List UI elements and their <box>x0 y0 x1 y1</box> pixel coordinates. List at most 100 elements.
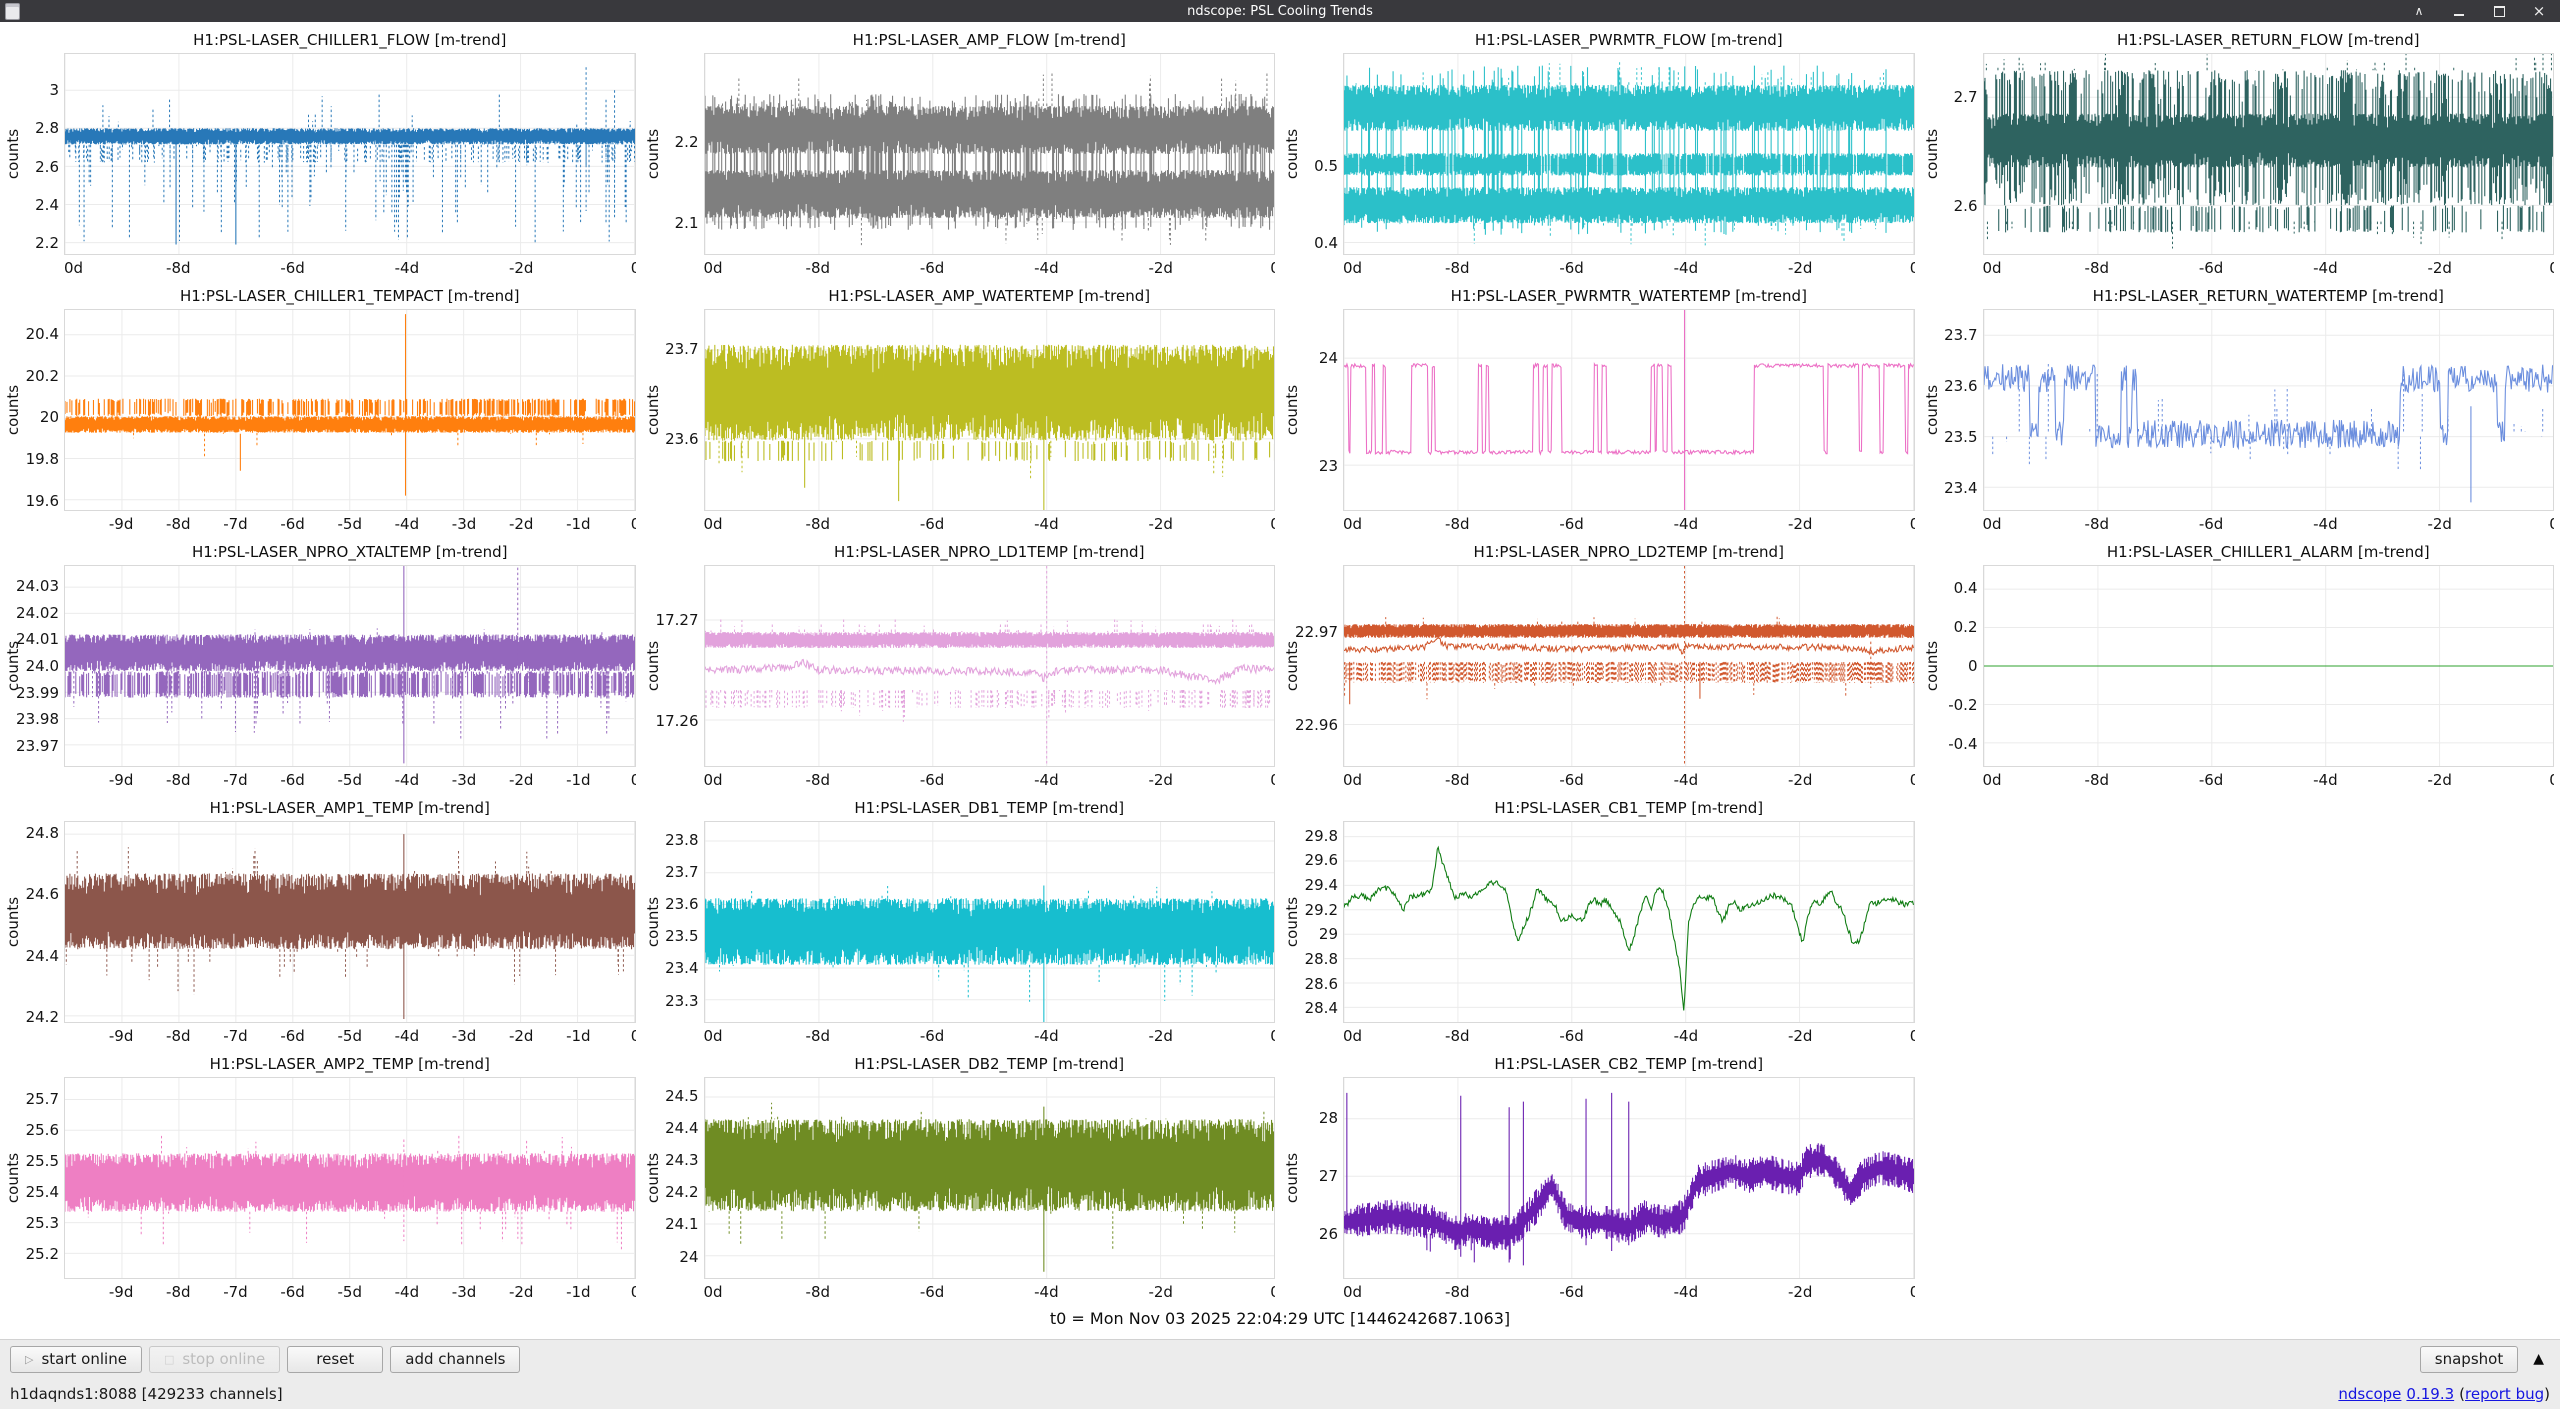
plot-cell[interactable]: H1:PSL-LASER_AMP1_TEMP [m-trend] counts … <box>2 792 636 1048</box>
x-tick-label: -6d <box>919 259 945 277</box>
x-tick-label: -8d <box>805 771 831 789</box>
plot-cell[interactable]: H1:PSL-LASER_CB2_TEMP [m-trend] counts 2… <box>1281 1048 1915 1304</box>
y-tick-label: 25.2 <box>25 1245 59 1264</box>
status-bar: h1daqnds1:8088 [429233 channels] ndscope… <box>0 1378 2560 1409</box>
y-tick-label: 20 <box>39 408 59 427</box>
plot-cell[interactable]: H1:PSL-LASER_RETURN_WATERTEMP [m-trend] … <box>1921 280 2554 536</box>
x-tick-label: 0 <box>631 1027 636 1045</box>
plot-cell[interactable]: H1:PSL-LASER_NPRO_LD1TEMP [m-trend] coun… <box>642 536 1276 792</box>
plot-cell[interactable]: H1:PSL-LASER_CB1_TEMP [m-trend] counts 2… <box>1281 792 1915 1048</box>
x-tick-label: -6d <box>919 771 945 789</box>
x-tick-label: -6d <box>1559 771 1584 789</box>
shade-window-icon[interactable]: ∧ <box>2414 4 2424 18</box>
y-tick-label: 24.2 <box>25 1007 59 1026</box>
plot-canvas[interactable] <box>1344 822 1914 1022</box>
plot-area[interactable] <box>64 821 636 1023</box>
x-tick-label: -2d <box>1148 515 1173 533</box>
plot-cell[interactable]: H1:PSL-LASER_CHILLER1_FLOW [m-trend] cou… <box>2 24 636 280</box>
plot-cell[interactable]: H1:PSL-LASER_NPRO_LD2TEMP [m-trend] coun… <box>1281 536 1915 792</box>
plot-cell[interactable]: H1:PSL-LASER_AMP_WATERTEMP [m-trend] cou… <box>642 280 1275 536</box>
plot-cell[interactable]: H1:PSL-LASER_AMP_FLOW [m-trend] counts 2… <box>642 24 1276 280</box>
plot-area[interactable] <box>1982 53 2554 255</box>
x-tick-label: 0 <box>1270 259 1275 277</box>
y-tick-label: 25.6 <box>25 1120 59 1139</box>
x-tick-label: -4d <box>1673 515 1699 533</box>
add-channels-button[interactable]: add channels <box>390 1345 521 1373</box>
x-axis: 0d -8d -6d -4d -2d 0 <box>704 255 1276 280</box>
plot-area[interactable] <box>703 821 1275 1023</box>
plot-canvas[interactable] <box>704 566 1275 766</box>
y-tick-label: 29.8 <box>1304 826 1338 845</box>
y-axis-label: counts <box>643 1152 662 1204</box>
plot-area[interactable] <box>64 309 636 511</box>
plot-area[interactable] <box>1343 309 1915 511</box>
x-tick-label: -2d <box>2427 259 2452 277</box>
plot-area[interactable] <box>703 565 1275 767</box>
plot-cell[interactable]: H1:PSL-LASER_CHILLER1_ALARM [m-trend] co… <box>1921 536 2554 792</box>
plot-canvas[interactable] <box>704 822 1275 1022</box>
x-tick-label: -6d <box>2198 515 2224 533</box>
plot-canvas[interactable] <box>65 54 635 254</box>
y-tick-label: -0.2 <box>1948 695 1978 714</box>
plot-cell[interactable]: H1:PSL-LASER_DB2_TEMP [m-trend] counts 2… <box>642 1048 1275 1304</box>
y-tick-label: 23.8 <box>665 831 699 850</box>
x-tick-label: -2d <box>1787 1283 1813 1301</box>
plot-area[interactable] <box>64 565 636 767</box>
plot-canvas[interactable] <box>1344 1078 1914 1278</box>
plot-title: H1:PSL-LASER_AMP_FLOW [m-trend] <box>852 31 1126 49</box>
plot-cell[interactable]: H1:PSL-LASER_CHILLER1_TEMPACT [m-trend] … <box>2 280 636 536</box>
plot-area[interactable] <box>703 53 1275 255</box>
plot-cell[interactable]: H1:PSL-LASER_RETURN_FLOW [m-trend] count… <box>1921 24 2554 280</box>
x-tick-label: -4d <box>2313 259 2338 277</box>
plot-area[interactable] <box>1343 1077 1915 1279</box>
minimize-icon[interactable] <box>2452 4 2466 18</box>
x-tick-label: -3d <box>451 771 477 789</box>
plot-canvas[interactable] <box>65 310 635 510</box>
version-link[interactable]: 0.19.3 <box>2406 1384 2455 1403</box>
plot-area[interactable] <box>64 1077 636 1279</box>
plot-area[interactable] <box>1343 821 1915 1023</box>
ndscope-link[interactable]: ndscope <box>2338 1384 2402 1403</box>
plot-canvas[interactable] <box>1983 566 2554 766</box>
plot-area[interactable] <box>1982 565 2554 767</box>
plot-canvas[interactable] <box>1344 566 1914 766</box>
plot-grid: H1:PSL-LASER_CHILLER1_FLOW [m-trend] cou… <box>0 22 2560 1304</box>
plot-area[interactable] <box>703 1077 1275 1279</box>
x-tick-label: 0 <box>1270 1027 1275 1045</box>
maximize-icon[interactable] <box>2492 4 2506 18</box>
snapshot-button[interactable]: snapshot <box>2419 1345 2519 1373</box>
expand-triangle-icon[interactable]: ▲ <box>2533 1351 2544 1367</box>
plot-canvas[interactable] <box>65 822 635 1022</box>
start-online-button[interactable]: ▷ start online <box>10 1345 142 1373</box>
x-tick-label: -7d <box>223 1283 248 1301</box>
plot-cell[interactable]: H1:PSL-LASER_DB1_TEMP [m-trend] counts 2… <box>642 792 1275 1048</box>
report-bug-wrap: (report bug) <box>2459 1384 2550 1403</box>
plot-cell[interactable]: H1:PSL-LASER_AMP2_TEMP [m-trend] counts … <box>2 1048 636 1304</box>
report-bug-link[interactable]: report bug <box>2465 1384 2545 1403</box>
plot-canvas[interactable] <box>1344 54 1914 254</box>
plot-cell[interactable]: H1:PSL-LASER_PWRMTR_WATERTEMP [m-trend] … <box>1281 280 1915 536</box>
plot-canvas[interactable] <box>704 54 1275 254</box>
plot-canvas[interactable] <box>1983 310 2554 510</box>
plot-canvas[interactable] <box>65 566 635 766</box>
plot-area[interactable] <box>64 53 636 255</box>
plot-canvas[interactable] <box>1983 54 2554 254</box>
y-tick-label: 24.4 <box>665 1119 699 1138</box>
plot-area[interactable] <box>1343 53 1915 255</box>
close-icon[interactable]: × <box>2532 1 2546 20</box>
plot-cell[interactable]: H1:PSL-LASER_PWRMTR_FLOW [m-trend] count… <box>1281 24 1915 280</box>
plot-area[interactable] <box>1343 565 1915 767</box>
plot-area[interactable] <box>703 309 1275 511</box>
y-tick-label: 0.2 <box>1953 618 1978 637</box>
plot-canvas[interactable] <box>65 1078 635 1278</box>
plot-canvas[interactable] <box>1344 310 1914 510</box>
x-tick-label: -8d <box>166 1027 191 1045</box>
plot-canvas[interactable] <box>704 310 1275 510</box>
plot-canvas[interactable] <box>704 1078 1275 1278</box>
plot-area[interactable] <box>1982 309 2554 511</box>
plot-cell[interactable]: H1:PSL-LASER_NPRO_XTALTEMP [m-trend] cou… <box>2 536 636 792</box>
x-axis: 0d -8d -6d -4d -2d 0 <box>704 767 1276 792</box>
x-axis: 0d -8d -6d -4d -2d 0 <box>64 255 636 280</box>
reset-button[interactable]: reset <box>287 1345 384 1373</box>
y-tick-label: 23.7 <box>665 863 699 882</box>
